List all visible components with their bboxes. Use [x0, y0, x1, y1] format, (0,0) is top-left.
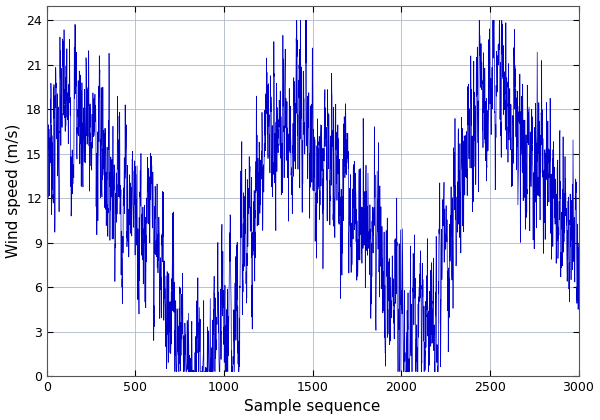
- Y-axis label: Wind speed (m/s): Wind speed (m/s): [5, 123, 20, 258]
- X-axis label: Sample sequence: Sample sequence: [244, 399, 381, 415]
